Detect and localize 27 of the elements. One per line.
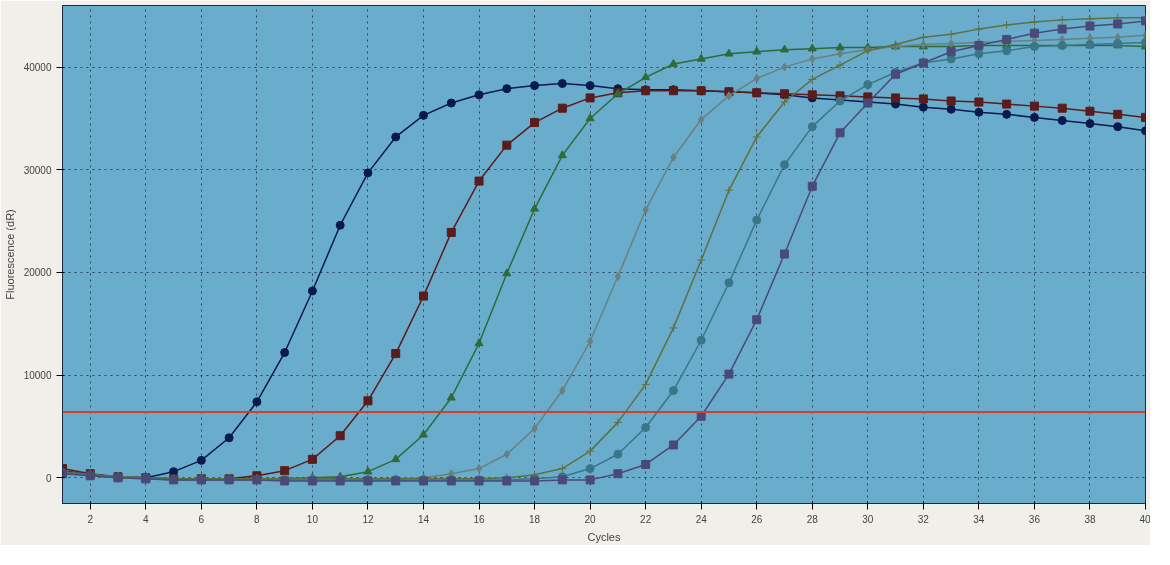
x-tick-label: 12: [362, 513, 374, 525]
y-tick-label: 40000: [23, 62, 52, 74]
x-tick-label: 30: [862, 513, 874, 525]
x-tick-label: 16: [473, 513, 486, 525]
x-tick-label: 20: [584, 513, 597, 525]
y-tick-label: 10000: [23, 370, 52, 382]
y-tick-label: 0: [45, 472, 52, 484]
x-tick-label: 2: [87, 513, 94, 525]
x-tick-label: 26: [751, 513, 763, 525]
x-tick-label: 6: [198, 513, 205, 525]
x-axis-title: Cycles: [587, 530, 621, 543]
x-tick-label: 10: [306, 513, 319, 525]
x-tick-label: 28: [806, 513, 819, 525]
x-tick-label: 18: [529, 513, 541, 525]
y-axis-title: Fluorescence (dR): [3, 209, 16, 300]
x-tick-label: 8: [254, 513, 261, 525]
y-tick-label: 20000: [23, 267, 52, 279]
y-tick-label: 30000: [23, 164, 52, 176]
x-tick-label: 34: [973, 513, 985, 525]
x-tick-label: 24: [695, 513, 708, 525]
x-tick-label: 40: [1139, 513, 1151, 525]
x-tick-label: 4: [143, 513, 150, 525]
x-tick-label: 22: [640, 513, 652, 525]
x-tick-label: 14: [417, 513, 430, 525]
x-tick-label: 32: [917, 513, 930, 525]
x-tick-label: 38: [1084, 513, 1096, 525]
x-tick-label: 36: [1028, 513, 1041, 525]
